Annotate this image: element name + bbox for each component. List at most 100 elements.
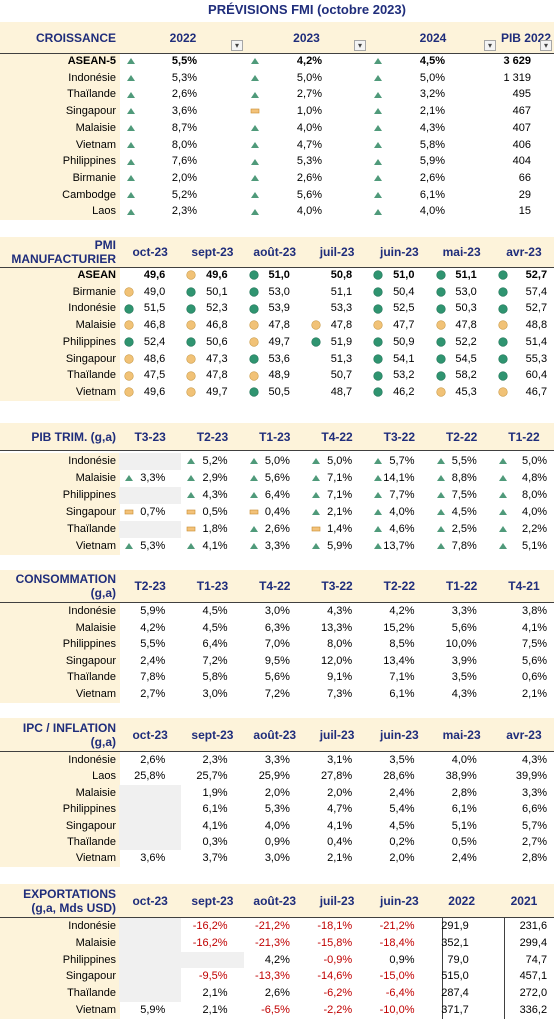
cell-value: 52,7 (525, 269, 548, 281)
column-header: T1-22 (508, 429, 540, 444)
status-icon (311, 337, 321, 347)
filter-button[interactable]: ▾ (231, 40, 243, 51)
status-icon (498, 492, 507, 498)
column-header: 2022 (448, 893, 475, 908)
cell-value: 2,1% (522, 688, 548, 700)
cell-value: 50,4 (393, 285, 415, 298)
cell-value: 1,4% (327, 522, 353, 535)
cell-value: 50,6 (206, 335, 228, 348)
cell-value: 15,2% (383, 621, 415, 634)
label-band (0, 53, 120, 220)
cell-value: 5,5% (171, 55, 197, 67)
cell-value: 2,6% (140, 754, 166, 766)
cell-value: 5,9% (140, 605, 166, 617)
column-header: PIB 2022 (500, 30, 552, 45)
cell-value: 8,0% (327, 638, 353, 651)
empty-cell (119, 985, 182, 1002)
status-icon (374, 58, 382, 65)
cell-value: 53,9 (268, 302, 290, 315)
cell-value: 5,0% (419, 71, 445, 84)
cell-value: 4,0% (296, 205, 322, 218)
header-rule (0, 267, 554, 268)
status-icon (186, 270, 196, 280)
cell-value: 6,4% (264, 488, 290, 501)
cell-value: -6,4% (385, 987, 415, 1000)
empty-cell (119, 801, 182, 818)
cell-value: 5,9% (327, 539, 353, 552)
column-header: T3-22 (321, 579, 353, 593)
status-icon (498, 270, 508, 280)
cell-value: 0,5% (202, 505, 228, 518)
column-header: T2-22 (445, 429, 478, 444)
status-icon (436, 543, 445, 549)
cell-value: 457,1 (519, 970, 548, 983)
cell-value: -0,9% (323, 953, 353, 966)
cell-value: 5,9% (419, 155, 445, 168)
column-header: août-23 (253, 727, 297, 742)
status-icon (498, 287, 508, 297)
status-icon (498, 458, 507, 464)
column-header: T1-22 (445, 579, 478, 593)
column-header: oct-23 (132, 245, 168, 259)
cell-value: -18,4% (379, 936, 415, 949)
row-label: Malaisie (75, 319, 116, 332)
cell-value: 8,5% (389, 638, 415, 651)
cell-value: 74,7 (525, 953, 548, 966)
cell-value: 13,4% (383, 654, 415, 667)
cell-value: 3,0% (264, 605, 290, 617)
status-icon (248, 304, 259, 314)
status-icon (436, 526, 445, 532)
cell-value: 3,3% (264, 754, 290, 766)
cell-value: 49,6 (206, 269, 228, 281)
column-header: août-23 (253, 245, 297, 259)
header-rule (0, 53, 554, 54)
cell-value: 5,5% (451, 454, 477, 467)
cell-value: 3,3% (451, 605, 477, 617)
cell-value: -2,2% (323, 1004, 353, 1016)
cell-value: 352,1 (441, 936, 469, 949)
status-icon (248, 387, 259, 397)
column-header: juin-23 (380, 727, 419, 742)
column-header: mai-23 (442, 245, 481, 259)
empty-cell (119, 951, 182, 969)
cell-value: 51,1 (455, 269, 477, 281)
filter-button[interactable]: ▾ (354, 40, 366, 51)
cell-value: 5,7% (389, 454, 415, 467)
cell-value: 4,2% (264, 953, 290, 966)
filter-button[interactable]: ▾ (484, 40, 496, 51)
cell-value: 53,6 (268, 352, 290, 365)
status-icon (374, 91, 382, 98)
status-icon (127, 208, 135, 215)
row-label: Thaïlande (67, 88, 116, 101)
cell-value: 5,3% (140, 539, 166, 552)
cell-value: 53,0 (455, 285, 477, 298)
row-label: Indonésie (68, 920, 116, 932)
status-icon (186, 509, 196, 515)
cell-value: 5,0% (327, 454, 353, 467)
status-icon (373, 304, 383, 314)
column-header: août-23 (253, 893, 297, 908)
cell-value: 7,1% (327, 488, 353, 501)
cell-value: 29 (518, 188, 531, 201)
header-band (0, 237, 554, 267)
cell-value: 13,7% (383, 539, 415, 552)
filter-button[interactable]: ▾ (540, 40, 552, 51)
cell-value: 3,1% (327, 754, 353, 766)
cell-value: 3,3% (522, 786, 548, 799)
header-band (0, 718, 554, 751)
cell-value: 7,0% (264, 638, 290, 651)
status-icon (248, 354, 259, 364)
cell-value: 6,1% (202, 803, 228, 816)
cell-value: 5,9% (140, 1004, 166, 1016)
status-icon (435, 370, 446, 381)
cell-value: 53,2 (393, 369, 415, 382)
row-label: Laos (92, 770, 116, 783)
cell-value: 25,7% (196, 770, 228, 783)
status-icon (373, 337, 383, 347)
cell-value: 7,1% (327, 471, 353, 484)
status-icon (498, 354, 508, 364)
status-icon (186, 526, 196, 532)
status-icon (124, 337, 134, 347)
cell-value: 52,3 (206, 302, 228, 315)
cell-value: 0,5% (451, 836, 477, 848)
